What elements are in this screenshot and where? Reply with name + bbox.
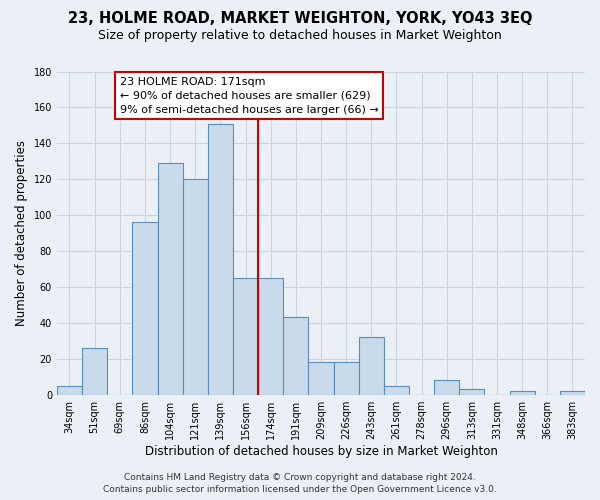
Bar [283,318,308,394]
X-axis label: Distribution of detached houses by size in Market Weighton: Distribution of detached houses by size … [145,444,497,458]
Bar [208,124,233,394]
Bar [57,386,82,394]
Bar [158,163,182,394]
Bar [334,362,359,394]
Bar [384,386,409,394]
Text: Contains HM Land Registry data © Crown copyright and database right 2024.
Contai: Contains HM Land Registry data © Crown c… [103,472,497,494]
Bar [459,390,484,394]
Bar [509,391,535,394]
Bar [233,278,258,394]
Bar [182,179,208,394]
Text: 23, HOLME ROAD, MARKET WEIGHTON, YORK, YO43 3EQ: 23, HOLME ROAD, MARKET WEIGHTON, YORK, Y… [68,11,532,26]
Bar [308,362,334,394]
Text: 23 HOLME ROAD: 171sqm
← 90% of detached houses are smaller (629)
9% of semi-deta: 23 HOLME ROAD: 171sqm ← 90% of detached … [120,77,379,115]
Y-axis label: Number of detached properties: Number of detached properties [15,140,28,326]
Text: Size of property relative to detached houses in Market Weighton: Size of property relative to detached ho… [98,29,502,42]
Bar [434,380,459,394]
Bar [133,222,158,394]
Bar [359,337,384,394]
Bar [560,391,585,394]
Bar [82,348,107,395]
Bar [258,278,283,394]
